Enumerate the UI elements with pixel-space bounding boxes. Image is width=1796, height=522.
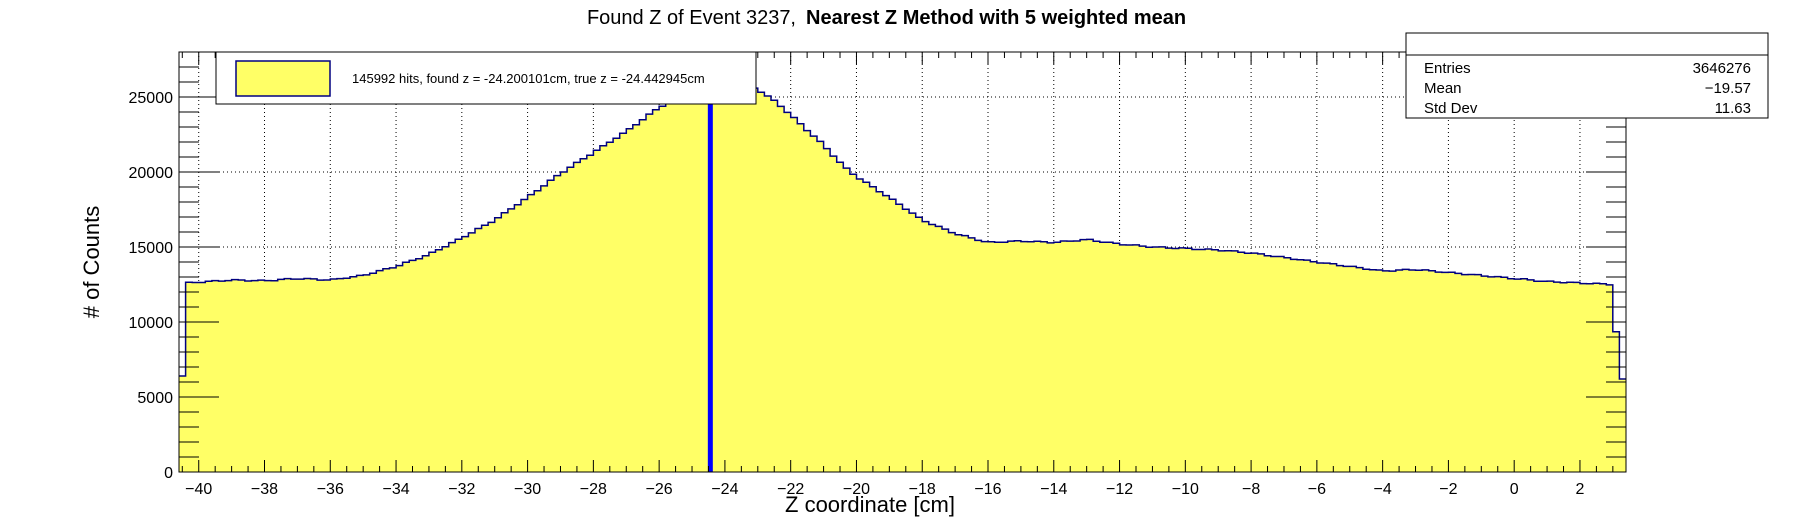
stats-box: Entries 3646276 Mean −19.57 Std Dev 11.6… bbox=[1405, 32, 1769, 119]
stats-box-frame bbox=[1405, 32, 1769, 119]
x-tick-label: −10 bbox=[1172, 481, 1199, 498]
x-tick-label: 2 bbox=[1576, 481, 1585, 498]
x-tick-label: −14 bbox=[1040, 481, 1067, 498]
x-tick-label: −2 bbox=[1439, 481, 1457, 498]
stats-stddev-label: Std Dev bbox=[1424, 100, 1478, 117]
x-tick-label: −16 bbox=[974, 481, 1001, 498]
x-tick-label: −40 bbox=[185, 481, 212, 498]
y-axis-label: # of Counts bbox=[79, 206, 104, 319]
x-tick-label: −12 bbox=[1106, 481, 1133, 498]
y-tick-label: 15000 bbox=[129, 240, 174, 257]
stats-mean-value: −19.57 bbox=[1705, 80, 1751, 97]
x-tick-label: −6 bbox=[1308, 481, 1326, 498]
stats-entries-value: 3646276 bbox=[1693, 60, 1751, 77]
chart-title-bold: Nearest Z Method with 5 weighted mean bbox=[806, 7, 1186, 29]
stats-stddev-value: 11.63 bbox=[1715, 100, 1751, 117]
histogram-outline bbox=[179, 81, 1626, 380]
x-tick-label: −26 bbox=[646, 481, 673, 498]
y-tick-label: 20000 bbox=[129, 165, 174, 182]
x-tick-label: −20 bbox=[843, 481, 870, 498]
stats-mean-label: Mean bbox=[1424, 80, 1462, 97]
x-tick-label: −32 bbox=[448, 481, 475, 498]
y-tick-label: 10000 bbox=[129, 315, 174, 332]
x-tick-label: −36 bbox=[317, 481, 344, 498]
x-tick-label: −4 bbox=[1374, 481, 1392, 498]
x-tick-label: −18 bbox=[909, 481, 936, 498]
chart-title-regular: Found Z of Event 3237, bbox=[587, 7, 796, 29]
x-tick-label: −24 bbox=[711, 481, 738, 498]
y-tick-label: 5000 bbox=[137, 390, 173, 407]
x-tick-label: −38 bbox=[251, 481, 278, 498]
legend-label: 145992 hits, found z = -24.200101cm, tru… bbox=[352, 71, 705, 86]
y-axis-ticks: 0 5000 10000 15000 20000 25000 bbox=[129, 66, 1626, 482]
x-tick-label: −28 bbox=[580, 481, 607, 498]
y-tick-label: 25000 bbox=[129, 90, 174, 107]
x-tick-label: −34 bbox=[382, 481, 409, 498]
x-tick-label: −22 bbox=[777, 481, 804, 498]
x-axis-label: Z coordinate [cm] bbox=[785, 492, 955, 517]
plot-area: −40 −38 −36 −34 −32 −30 −28 −26 −24 −22 −20 −18 −16−… bbox=[129, 51, 1627, 498]
histogram-fill bbox=[179, 82, 1626, 472]
x-tick-label: −8 bbox=[1242, 481, 1260, 498]
x-tick-label: 0 bbox=[1510, 481, 1519, 498]
x-tick-label: −30 bbox=[514, 481, 541, 498]
x-axis-ticks: −40 −38 −36 −34 −32 −30 −28 −26 −24 −22 −20 −18 −16−… bbox=[181, 52, 1614, 498]
legend: 145992 hits, found z = -24.200101cm, tru… bbox=[215, 51, 757, 105]
stats-entries-label: Entries bbox=[1424, 60, 1471, 77]
y-tick-label: 0 bbox=[164, 465, 173, 482]
legend-swatch bbox=[235, 60, 331, 97]
